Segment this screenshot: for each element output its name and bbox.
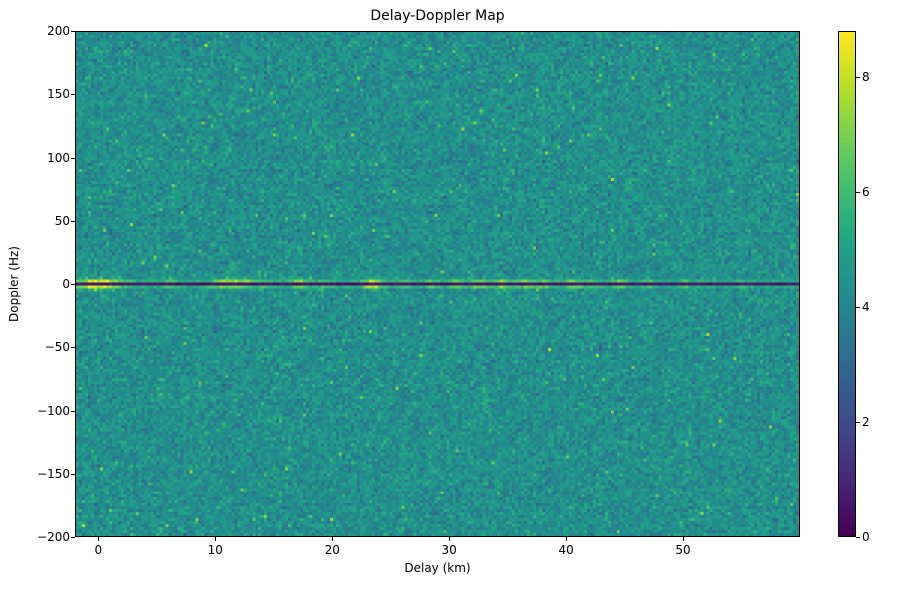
y-tick-label: −100 xyxy=(37,403,70,418)
y-tick-mark xyxy=(71,347,75,349)
y-tick-label: −150 xyxy=(37,466,70,481)
y-tick-label: −50 xyxy=(44,340,70,355)
x-tick-mark xyxy=(215,537,217,541)
x-tick-mark xyxy=(566,537,568,541)
y-tick-mark xyxy=(71,537,75,538)
y-tick-label: 150 xyxy=(47,87,70,102)
colorbar-tick-label: 4 xyxy=(862,300,870,314)
colorbar-canvas xyxy=(839,32,855,536)
x-tick-mark xyxy=(332,537,334,541)
colorbar-tick-label: 2 xyxy=(862,415,870,429)
y-tick-mark xyxy=(71,157,75,159)
y-tick-label: 0 xyxy=(62,277,70,291)
y-tick-mark xyxy=(71,94,75,96)
y-tick-mark xyxy=(71,410,75,412)
x-tick-label: 0 xyxy=(94,543,103,557)
colorbar-tick-label: 0 xyxy=(862,530,870,544)
colorbar-tick-label: 6 xyxy=(862,185,870,199)
x-tick-mark xyxy=(98,537,100,541)
x-tick-label: 40 xyxy=(558,543,574,557)
chart-title: Delay-Doppler Map xyxy=(370,8,505,24)
colorbar-tick-mark xyxy=(856,192,860,193)
colorbar-tick-mark xyxy=(856,77,860,78)
y-tick-label: −200 xyxy=(37,530,70,544)
y-tick-label: 50 xyxy=(54,213,70,228)
colorbar-tick-label: 8 xyxy=(862,70,870,84)
y-tick-mark xyxy=(71,220,75,222)
heatmap-canvas xyxy=(76,32,799,536)
x-tick-label: 20 xyxy=(324,543,340,557)
y-tick-label: 200 xyxy=(47,24,70,38)
y-tick-label: 100 xyxy=(47,150,70,165)
x-tick-mark xyxy=(683,537,685,541)
x-tick-label: 50 xyxy=(675,543,691,557)
colorbar-tick-mark xyxy=(856,537,860,538)
y-tick-mark xyxy=(71,31,75,32)
x-axis-label: Delay (km) xyxy=(404,561,471,575)
y-tick-mark xyxy=(71,284,75,285)
colorbar-tick-mark xyxy=(856,422,860,423)
colorbar-tick-mark xyxy=(856,307,860,308)
x-tick-mark xyxy=(449,537,451,541)
plot-area xyxy=(75,31,800,537)
x-tick-label: 30 xyxy=(441,543,457,557)
y-tick-mark xyxy=(71,473,75,475)
x-tick-label: 10 xyxy=(207,543,223,557)
colorbar xyxy=(838,31,856,537)
